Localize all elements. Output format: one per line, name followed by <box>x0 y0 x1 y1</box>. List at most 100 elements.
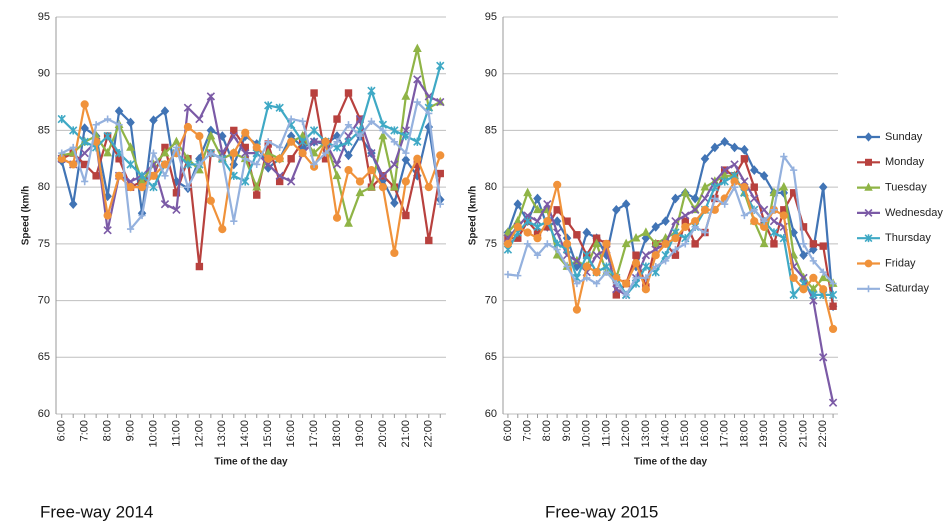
marker <box>207 149 215 157</box>
marker <box>229 149 238 158</box>
marker <box>80 137 89 146</box>
marker <box>864 208 873 217</box>
y-tick-label: 65 <box>485 351 497 363</box>
marker <box>218 155 226 163</box>
marker <box>818 272 828 282</box>
marker <box>671 245 680 254</box>
marker <box>582 262 591 271</box>
y-tick-label: 70 <box>485 294 497 306</box>
marker <box>740 183 749 192</box>
marker <box>206 92 216 101</box>
marker <box>344 166 353 175</box>
marker <box>671 234 680 243</box>
marker <box>425 236 433 245</box>
marker <box>378 171 388 180</box>
marker <box>137 183 147 192</box>
x-tick-label: 17:00 <box>308 420 320 448</box>
x-tick-label: 9:00 <box>124 420 136 441</box>
marker <box>241 155 249 163</box>
marker <box>390 126 399 135</box>
marker <box>195 114 204 124</box>
marker <box>367 181 376 191</box>
x-tick-label: 12:00 <box>193 420 205 448</box>
marker <box>425 109 433 118</box>
marker <box>333 138 341 146</box>
marker <box>809 273 818 282</box>
x-tick-label: 17:00 <box>719 420 731 448</box>
marker <box>750 206 758 214</box>
x-axis-title: Time of the day <box>214 457 288 468</box>
marker <box>602 268 611 276</box>
marker <box>622 291 630 299</box>
marker <box>602 239 611 248</box>
marker <box>700 153 710 164</box>
marker <box>149 171 158 180</box>
marker <box>436 61 445 70</box>
marker <box>770 240 778 248</box>
x-tick-label: 16:00 <box>699 420 711 448</box>
y-tick-label: 75 <box>38 238 50 250</box>
marker <box>115 121 123 129</box>
marker <box>533 222 542 232</box>
marker <box>552 216 562 227</box>
marker <box>390 198 399 208</box>
marker <box>80 100 89 109</box>
marker <box>809 257 817 265</box>
marker <box>276 143 284 152</box>
marker <box>701 228 709 237</box>
marker <box>819 242 827 250</box>
x-tick-label: 9:00 <box>561 420 573 441</box>
marker <box>195 132 204 141</box>
marker <box>436 97 445 107</box>
marker <box>310 89 318 97</box>
marker <box>390 160 399 169</box>
marker <box>740 211 748 220</box>
marker <box>799 285 808 294</box>
marker <box>252 143 261 152</box>
marker <box>195 160 203 169</box>
x-tick-label: 10:00 <box>581 420 593 448</box>
marker <box>344 121 353 129</box>
marker <box>436 151 445 160</box>
y-tick-label: 90 <box>38 68 50 80</box>
marker <box>790 166 798 174</box>
marker <box>681 240 689 248</box>
marker <box>809 290 818 300</box>
marker <box>651 221 660 232</box>
marker <box>413 154 422 163</box>
x-tick-label: 15:00 <box>679 420 691 448</box>
y-tick-label: 65 <box>38 351 50 363</box>
marker <box>287 137 296 146</box>
marker <box>829 279 837 288</box>
marker <box>750 217 759 226</box>
marker <box>592 251 601 260</box>
x-tick-label: 13:00 <box>640 420 652 448</box>
marker <box>149 182 158 192</box>
y-tick-label: 80 <box>38 181 50 193</box>
x-tick-label: 18:00 <box>738 420 750 448</box>
marker <box>562 239 572 248</box>
marker <box>770 206 778 214</box>
marker <box>524 240 532 248</box>
marker <box>356 132 364 140</box>
marker <box>612 279 620 288</box>
marker <box>390 138 398 146</box>
marker <box>523 228 532 237</box>
marker <box>195 262 204 271</box>
marker <box>172 189 181 197</box>
marker <box>759 238 769 248</box>
marker <box>183 103 193 112</box>
marker <box>612 291 621 299</box>
marker <box>241 148 250 158</box>
marker <box>760 217 768 225</box>
marker <box>819 285 828 294</box>
marker <box>572 305 581 314</box>
marker <box>829 302 837 310</box>
marker <box>864 234 873 243</box>
marker <box>206 196 215 205</box>
marker <box>730 142 739 153</box>
legend-label: Monday <box>885 156 925 168</box>
marker <box>114 106 124 117</box>
marker <box>691 240 699 248</box>
